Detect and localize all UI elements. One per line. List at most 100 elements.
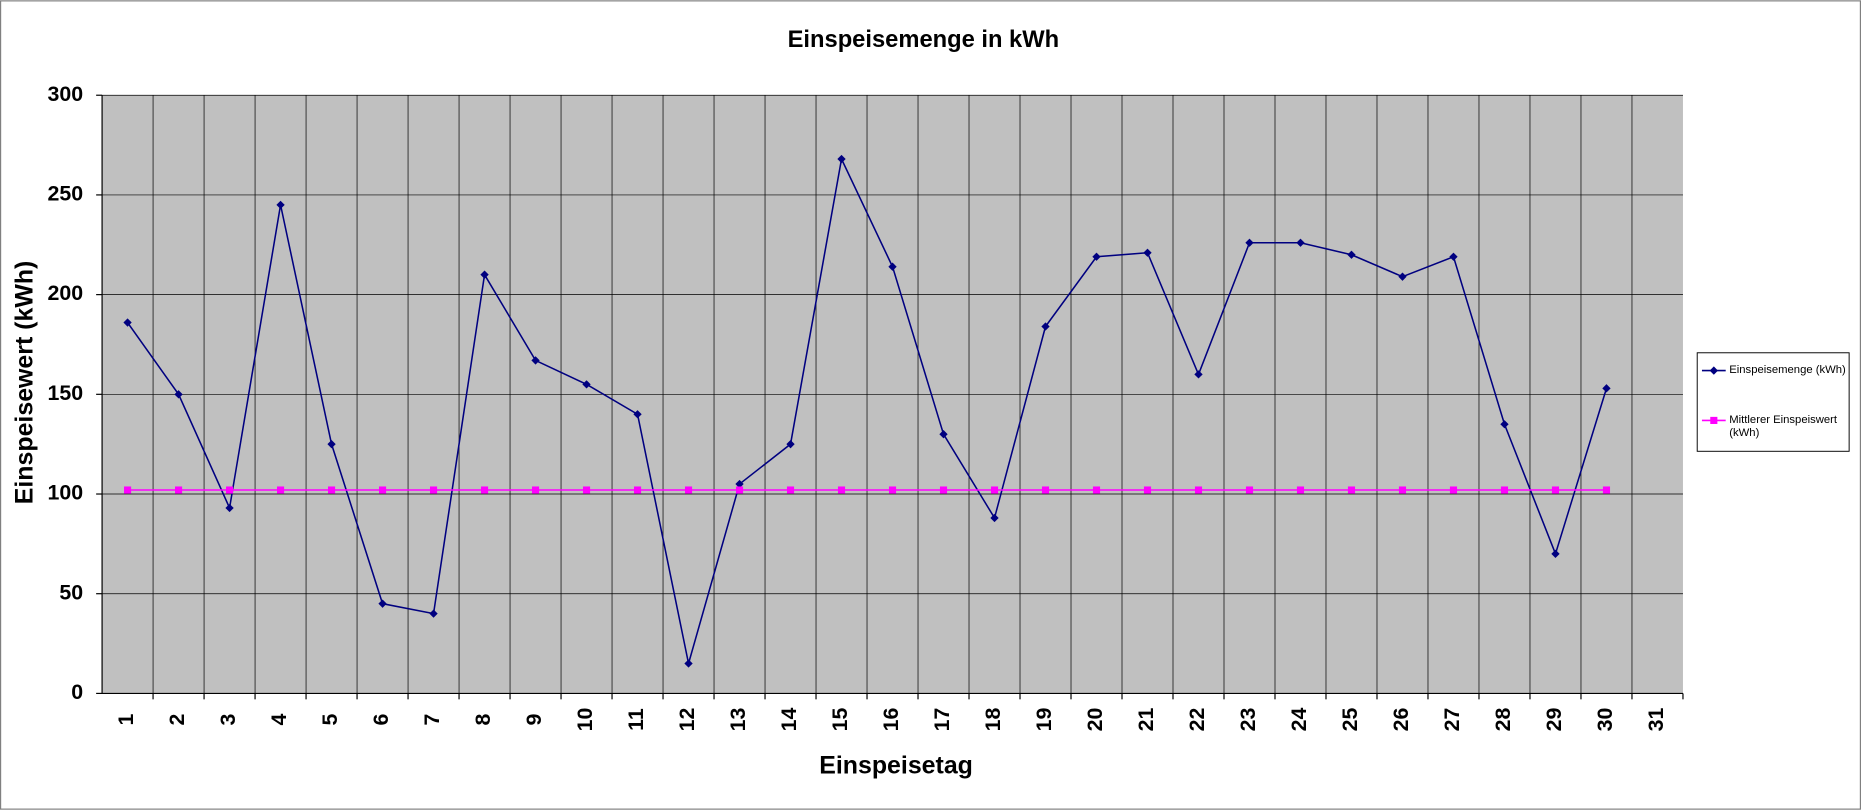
- x-tick-label: 21: [1134, 708, 1158, 732]
- x-tick-label: 27: [1440, 708, 1464, 732]
- point: [1092, 252, 1101, 261]
- legend-label: Mittlerer Einspeiswert (kWh): [1729, 413, 1838, 440]
- point: [276, 200, 285, 210]
- x-tick-label: 5: [318, 713, 342, 725]
- x-tick-label: 11: [624, 708, 648, 731]
- point: [888, 486, 897, 494]
- point: [786, 440, 795, 449]
- point: [1194, 486, 1203, 494]
- legend-box: [1696, 352, 1850, 452]
- series-line: [126, 156, 1608, 664]
- y-tick-label: 200: [47, 281, 83, 305]
- point: [990, 513, 999, 523]
- x-tick-label: 19: [1032, 708, 1056, 732]
- point: [837, 486, 846, 494]
- point: [735, 479, 744, 489]
- x-tick-label: 17: [930, 708, 954, 732]
- point: [684, 659, 693, 668]
- point: [582, 486, 591, 494]
- point: [888, 262, 897, 271]
- x-tick-label: 12: [675, 708, 699, 732]
- point: [327, 440, 336, 449]
- y-tick-label: 0: [71, 680, 83, 704]
- point: [582, 380, 591, 389]
- x-tick-label: 22: [1185, 708, 1209, 732]
- point: [1602, 486, 1611, 494]
- point: [378, 599, 387, 608]
- point: [1143, 486, 1152, 494]
- x-tick-label: 23: [1236, 708, 1260, 732]
- x-tick-label: 2: [165, 713, 189, 725]
- point: [175, 486, 183, 494]
- y-tick-label: 50: [59, 580, 83, 604]
- legend-entry: Einspeisemenge (kWh): [1729, 363, 1846, 377]
- x-tick-label: 28: [1491, 708, 1515, 732]
- point: [1296, 238, 1305, 247]
- point: [684, 486, 693, 494]
- point: [1194, 370, 1203, 379]
- x-tick-label: 3: [216, 713, 240, 725]
- point: [735, 486, 744, 494]
- point: [1245, 486, 1254, 494]
- x-tick-label: 29: [1542, 708, 1566, 732]
- point: [1449, 252, 1458, 261]
- y-tick-label: 250: [47, 182, 83, 206]
- x-tick-label: 30: [1593, 708, 1617, 732]
- point: [225, 503, 234, 513]
- x-tick-label: 8: [471, 713, 495, 725]
- y-tick-label: 300: [47, 82, 83, 106]
- point: [327, 486, 336, 494]
- point: [633, 486, 642, 494]
- point: [1500, 486, 1509, 494]
- x-tick-label: 1: [114, 713, 138, 725]
- point: [1041, 322, 1050, 331]
- point: [786, 486, 795, 494]
- point: [124, 486, 132, 494]
- y-tick-label: 150: [47, 381, 83, 405]
- x-tick-label: 13: [726, 708, 750, 732]
- point: [939, 486, 948, 494]
- x-tick-label: 31: [1644, 708, 1668, 732]
- point: [1602, 384, 1611, 393]
- point: [990, 486, 999, 494]
- point: [1296, 486, 1305, 494]
- point: [429, 609, 438, 618]
- y-tick-label: 100: [47, 481, 83, 505]
- chart-title: Einspeisemenge in kWh: [788, 27, 1060, 53]
- x-tick-label: 18: [981, 708, 1005, 732]
- point: [1092, 486, 1101, 494]
- point: [480, 486, 489, 494]
- point: [531, 486, 540, 494]
- x-tick-label: 24: [1287, 708, 1311, 732]
- legend-entry: Mittlerer Einspeiswert (kWh): [1729, 413, 1838, 440]
- point: [837, 154, 846, 164]
- x-tick-label: 10: [573, 708, 597, 732]
- x-tick-label: 15: [828, 708, 852, 732]
- x-tick-label: 14: [777, 708, 801, 732]
- point: [1551, 486, 1560, 494]
- x-axis-label: Einspeisetag: [819, 752, 973, 780]
- point: [378, 486, 387, 494]
- point: [1398, 486, 1407, 494]
- legend-label: Einspeisemenge (kWh): [1729, 363, 1846, 377]
- x-tick-label: 4: [267, 713, 291, 725]
- point: [226, 486, 234, 494]
- y-axis-label: Einspeisewert (kWh): [11, 261, 39, 505]
- point: [1710, 416, 1718, 424]
- x-tick-label: 26: [1389, 708, 1413, 732]
- x-tick-label: 16: [879, 708, 903, 732]
- point: [1245, 238, 1254, 247]
- point: [429, 486, 438, 494]
- x-tick-label: 6: [369, 713, 393, 725]
- x-tick-label: 25: [1338, 708, 1362, 732]
- point: [1347, 486, 1356, 494]
- point: [276, 486, 285, 494]
- point: [1449, 486, 1458, 494]
- x-tick-label: 9: [522, 713, 546, 725]
- point: [1041, 486, 1050, 494]
- x-tick-label: 7: [420, 714, 444, 726]
- x-tick-label: 20: [1083, 708, 1107, 732]
- point: [1143, 248, 1152, 257]
- point: [939, 430, 948, 439]
